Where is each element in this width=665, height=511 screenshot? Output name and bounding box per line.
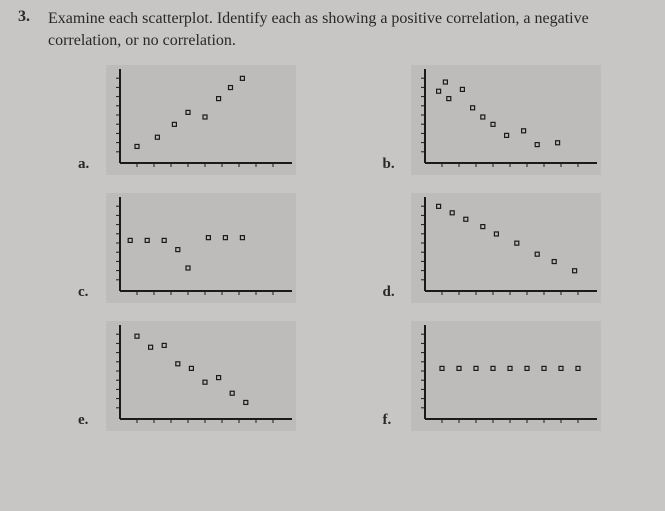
plot-label: e. bbox=[78, 412, 96, 431]
question-row: 3. Examine each scatterplot. Identify ea… bbox=[18, 8, 647, 51]
plot-label: c. bbox=[78, 284, 96, 303]
plot-label: a. bbox=[78, 156, 96, 175]
scatterplot bbox=[411, 321, 628, 431]
scatterplot bbox=[411, 193, 628, 303]
plot-cell: c. bbox=[78, 193, 323, 303]
plot-cell: d. bbox=[383, 193, 628, 303]
plot-cell: e. bbox=[78, 321, 323, 431]
plot-cell: a. bbox=[78, 65, 323, 175]
question-number: 3. bbox=[18, 8, 40, 51]
plots-grid: a. b. c. d. e. f. bbox=[18, 65, 647, 431]
plot-label: d. bbox=[383, 284, 401, 303]
plot-label: f. bbox=[383, 412, 401, 431]
plot-label: b. bbox=[383, 156, 401, 175]
scatterplot bbox=[106, 65, 323, 175]
scatterplot bbox=[106, 321, 323, 431]
question-text: Examine each scatterplot. Identify each … bbox=[48, 8, 647, 51]
scatterplot bbox=[411, 65, 628, 175]
plot-cell: f. bbox=[383, 321, 628, 431]
plot-cell: b. bbox=[383, 65, 628, 175]
scatterplot bbox=[106, 193, 323, 303]
